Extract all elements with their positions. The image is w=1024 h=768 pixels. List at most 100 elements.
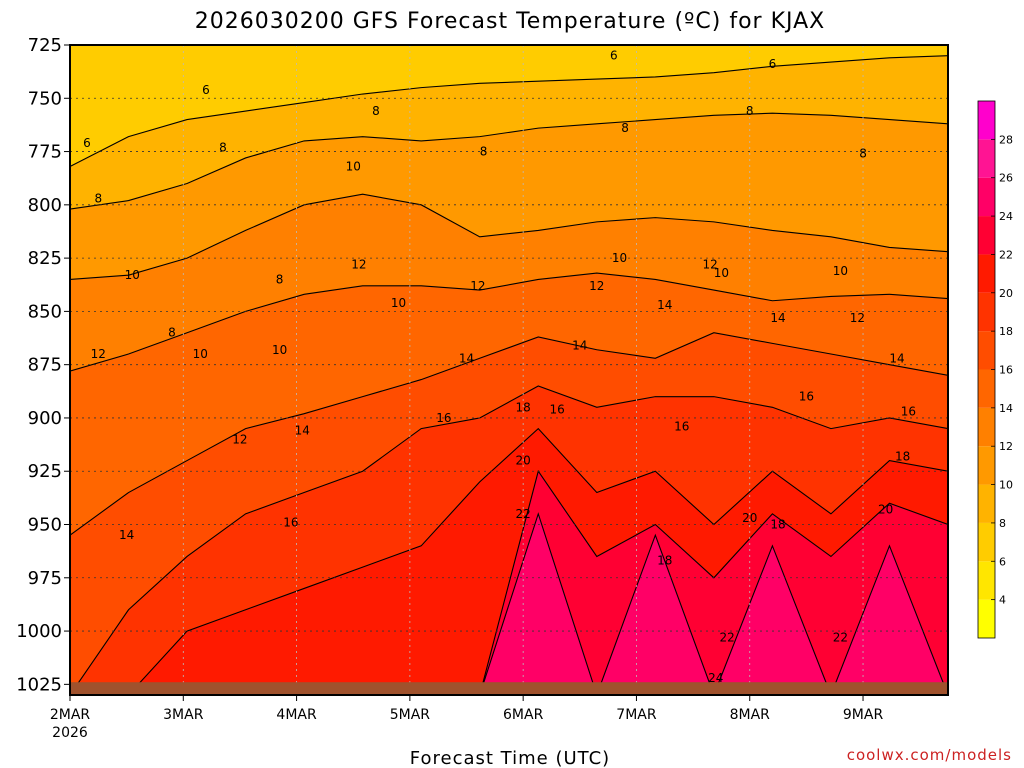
colorbar-swatch bbox=[978, 101, 995, 140]
band-fill-20 bbox=[70, 471, 948, 695]
x-tick-label: 9MAR bbox=[843, 707, 884, 723]
contour-label: 18 bbox=[516, 400, 531, 414]
contour-label: 22 bbox=[833, 630, 848, 644]
colorbar-tick-label: 22 bbox=[999, 248, 1013, 261]
contour-12 bbox=[70, 272, 948, 372]
contour-label: 12 bbox=[702, 258, 717, 272]
colorbar-tick-label: 8 bbox=[999, 517, 1006, 530]
contour-8 bbox=[70, 112, 948, 210]
contour-label: 8 bbox=[746, 104, 754, 118]
y-tick-label: 925 bbox=[28, 461, 62, 482]
contour-label: 6 bbox=[610, 49, 618, 63]
colorbar-swatch bbox=[978, 331, 995, 370]
y-tick-label: 975 bbox=[28, 568, 62, 589]
contour-label: 14 bbox=[889, 351, 904, 365]
x-axis-label: Forecast Time (UTC) bbox=[410, 748, 610, 768]
contour-18 bbox=[70, 427, 948, 695]
colorbar-tick-label: 20 bbox=[999, 287, 1013, 300]
contour-label: 10 bbox=[833, 264, 848, 278]
contour-label: 8 bbox=[168, 326, 176, 340]
contour-10 bbox=[70, 193, 948, 280]
plot-frame bbox=[69, 44, 949, 696]
x-axis: 2MAR 3MAR 4MAR 5MAR 6MAR 7MAR 8MAR 9MAR 2026 bbox=[50, 695, 884, 741]
contour-label: 18 bbox=[895, 449, 910, 463]
x-tick-label: 7MAR bbox=[616, 707, 657, 723]
colorbar-tick-label: 14 bbox=[999, 402, 1013, 415]
colorbar-tick-label: 24 bbox=[999, 210, 1013, 223]
colorbar-swatch bbox=[978, 254, 995, 293]
contour-label: 14 bbox=[295, 424, 310, 438]
contour-label: 8 bbox=[372, 104, 380, 118]
contour-label: 8 bbox=[95, 191, 103, 205]
colorbar-tick-label: 26 bbox=[999, 172, 1013, 185]
contour-label: 6 bbox=[769, 57, 777, 71]
chart-title: 2026030200 GFS Forecast Temperature (ºC)… bbox=[195, 9, 825, 34]
colorbar-tick-label: 6 bbox=[999, 555, 1006, 568]
contour-label: 10 bbox=[612, 251, 627, 265]
x-year-label: 2026 bbox=[52, 725, 88, 741]
contour-16 bbox=[70, 385, 948, 695]
contour-label: 10 bbox=[193, 347, 208, 361]
contour-label: 14 bbox=[572, 338, 587, 352]
contour-label: 8 bbox=[219, 140, 227, 154]
credit-text: coolwx.com/models bbox=[847, 746, 1012, 764]
y-axis: 725 750 775 800 825 850 875 900 925 950 975 1000 102… bbox=[16, 35, 70, 695]
contour-label: 14 bbox=[459, 351, 474, 365]
y-tick-label: 875 bbox=[28, 355, 62, 376]
temperature-fills bbox=[70, 45, 948, 695]
y-tick-label: 775 bbox=[28, 142, 62, 163]
contour-label: 16 bbox=[550, 402, 565, 416]
colorbar-swatch bbox=[978, 216, 995, 255]
contour-label: 16 bbox=[901, 405, 916, 419]
colorbar-swatch bbox=[978, 484, 995, 523]
contour-label: 16 bbox=[283, 515, 298, 529]
contour-label: 10 bbox=[346, 159, 361, 173]
contour-label: 22 bbox=[516, 507, 531, 521]
contour-label: 22 bbox=[719, 630, 734, 644]
contour-label: 18 bbox=[770, 518, 785, 532]
colorbar-tick-label: 18 bbox=[999, 325, 1013, 338]
contour-label: 12 bbox=[850, 311, 865, 325]
y-tick-label: 800 bbox=[28, 195, 62, 216]
contour-label: 14 bbox=[770, 311, 785, 325]
contour-label: 12 bbox=[351, 258, 366, 272]
contour-label: 18 bbox=[657, 554, 672, 568]
colorbar-swatch bbox=[978, 599, 995, 638]
contour-label: 10 bbox=[714, 266, 729, 280]
colorbar-tick-label: 28 bbox=[999, 133, 1013, 146]
contour-label: 12 bbox=[470, 279, 485, 293]
colorbar-swatch bbox=[978, 407, 995, 447]
contour-lines bbox=[70, 55, 948, 695]
y-tick-label: 725 bbox=[28, 35, 62, 56]
contour-label: 8 bbox=[480, 145, 488, 159]
colorbar-swatch bbox=[978, 369, 995, 408]
x-tick-label: 3MAR bbox=[163, 707, 204, 723]
contour-label: 10 bbox=[391, 296, 406, 310]
contour-label: 8 bbox=[276, 272, 284, 286]
contour-label: 6 bbox=[202, 83, 210, 97]
contour-label: 24 bbox=[708, 671, 723, 685]
contour-label: 10 bbox=[125, 268, 140, 282]
colorbar: 4 6 8 10 12 14 16 18 20 22 24 26 28 bbox=[977, 100, 1013, 639]
colorbar-tick-label: 16 bbox=[999, 364, 1013, 377]
x-tick-label: 8MAR bbox=[730, 707, 771, 723]
ground-fill bbox=[70, 682, 948, 695]
contour-label: 8 bbox=[621, 121, 629, 135]
x-tick-label: 2MAR bbox=[50, 707, 91, 723]
y-tick-label: 850 bbox=[28, 301, 62, 322]
colorbar-tick-label: 12 bbox=[999, 440, 1013, 453]
y-tick-label: 1000 bbox=[16, 621, 62, 642]
contour-label: 12 bbox=[589, 279, 604, 293]
colorbar-swatch bbox=[978, 561, 995, 600]
y-tick-label: 1025 bbox=[16, 674, 62, 695]
colorbar-swatch bbox=[978, 446, 995, 485]
contour-label: 8 bbox=[859, 147, 867, 161]
colorbar-swatch bbox=[978, 292, 995, 332]
contour-label: 16 bbox=[799, 390, 814, 404]
contour-label: 16 bbox=[674, 419, 689, 433]
contour-label: 12 bbox=[91, 347, 106, 361]
contour-label: 16 bbox=[436, 411, 451, 425]
contour-label: 20 bbox=[742, 511, 757, 525]
contour-22 bbox=[70, 512, 948, 695]
colorbar-swatch bbox=[978, 522, 995, 562]
